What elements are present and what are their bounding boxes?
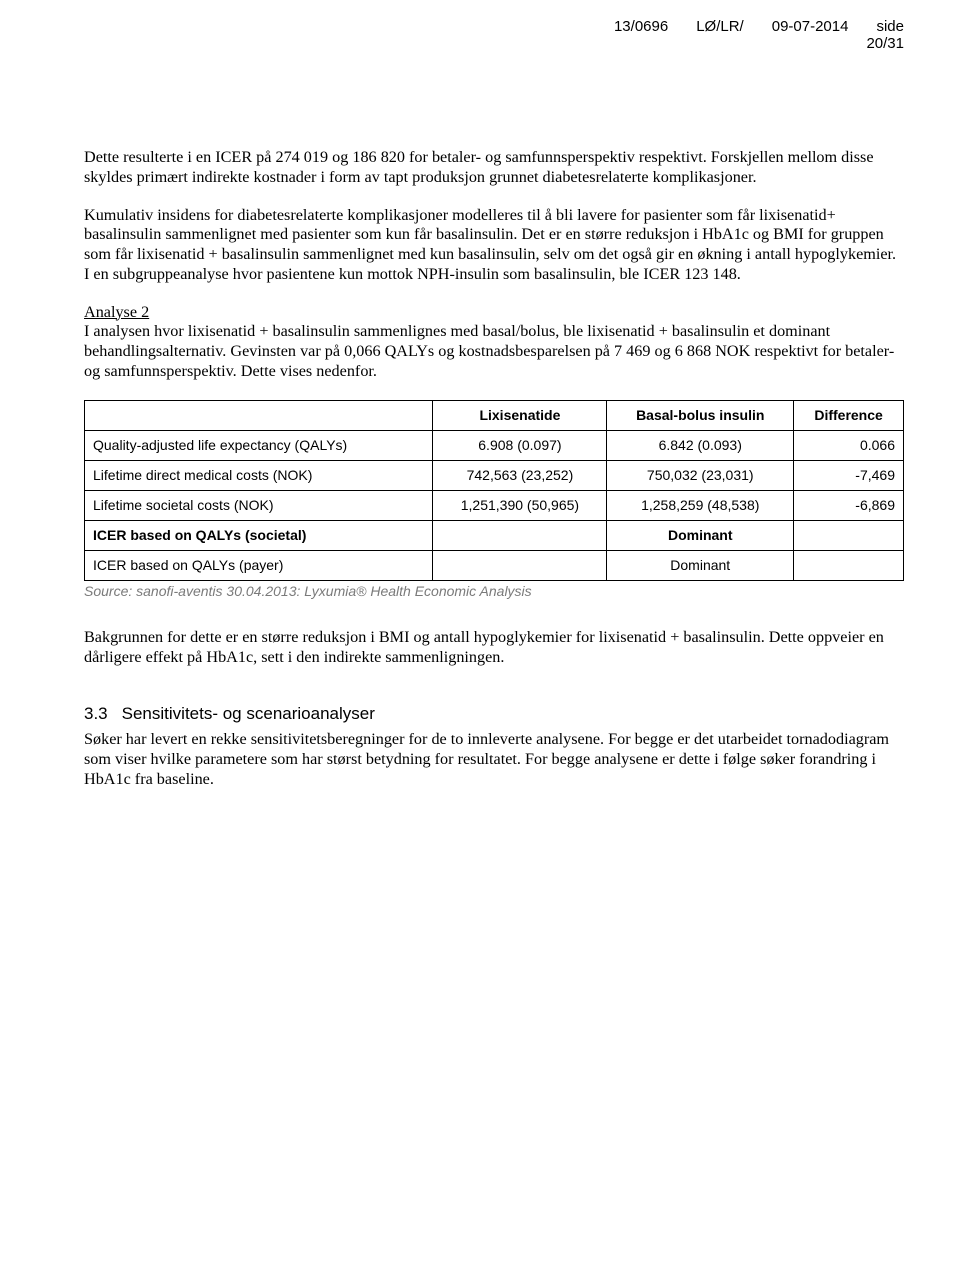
cell-b: Dominant xyxy=(607,520,794,550)
row-label: Quality-adjusted life expectancy (QALYs) xyxy=(85,430,433,460)
cell-diff xyxy=(794,551,904,581)
cell-a: 1,251,390 (50,965) xyxy=(433,490,607,520)
col-difference: Difference xyxy=(794,400,904,430)
header-side-label: side xyxy=(876,18,904,35)
section-heading: 3.3 Sensitivitets- og scenarioanalyser xyxy=(84,704,904,725)
paragraph-3: I analysen hvor lixisenatid + basalinsul… xyxy=(84,322,894,380)
col-basal-bolus: Basal-bolus insulin xyxy=(607,400,794,430)
col-empty xyxy=(85,400,433,430)
results-table-wrap: Lixisenatide Basal-bolus insulin Differe… xyxy=(84,400,904,601)
cell-diff xyxy=(794,520,904,550)
cell-diff: -7,469 xyxy=(794,460,904,490)
cell-b: Dominant xyxy=(607,551,794,581)
row-label: ICER based on QALYs (societal) xyxy=(85,520,433,550)
header-page-number: 20/31 xyxy=(84,35,904,52)
page-header: 13/0696 LØ/LR/ 09-07-2014 side xyxy=(84,18,904,35)
table-row: Lifetime societal costs (NOK) 1,251,390 … xyxy=(85,490,904,520)
cell-a: 742,563 (23,252) xyxy=(433,460,607,490)
col-lixisenatide: Lixisenatide xyxy=(433,400,607,430)
paragraph-4: Bakgrunnen for dette er en større reduks… xyxy=(84,628,904,668)
paragraph-2: Kumulativ insidens for diabetesrelaterte… xyxy=(84,206,904,285)
results-table: Lixisenatide Basal-bolus insulin Differe… xyxy=(84,400,904,581)
row-label: ICER based on QALYs (payer) xyxy=(85,551,433,581)
cell-b: 1,258,259 (48,538) xyxy=(607,490,794,520)
table-row: ICER based on QALYs (societal) Dominant xyxy=(85,520,904,550)
cell-diff: 0.066 xyxy=(794,430,904,460)
header-date: 09-07-2014 xyxy=(772,18,849,35)
table-source: Source: sanofi-aventis 30.04.2013: Lyxum… xyxy=(84,583,904,600)
paragraph-5: Søker har levert en rekke sensitivitetsb… xyxy=(84,730,904,789)
row-label-bold: ICER based on QALYs (societal) xyxy=(93,527,306,543)
analyse-heading: Analyse 2 xyxy=(84,303,149,321)
document-page: 13/0696 LØ/LR/ 09-07-2014 side 20/31 Det… xyxy=(0,0,960,848)
section-number: 3.3 xyxy=(84,704,108,723)
row-label: Lifetime direct medical costs (NOK) xyxy=(85,460,433,490)
cell-b: 750,032 (23,031) xyxy=(607,460,794,490)
table-row: Lifetime direct medical costs (NOK) 742,… xyxy=(85,460,904,490)
cell-a xyxy=(433,520,607,550)
table-header-row: Lixisenatide Basal-bolus insulin Differe… xyxy=(85,400,904,430)
paragraph-1: Dette resulterte i en ICER på 274 019 og… xyxy=(84,148,904,188)
paragraph-analyse: Analyse 2 I analysen hvor lixisenatid + … xyxy=(84,303,904,382)
row-label: Lifetime societal costs (NOK) xyxy=(85,490,433,520)
cell-diff: -6,869 xyxy=(794,490,904,520)
cell-b: 6.842 (0.093) xyxy=(607,430,794,460)
cell-a: 6.908 (0.097) xyxy=(433,430,607,460)
header-case-no: 13/0696 xyxy=(614,18,668,35)
cell-b-bold: Dominant xyxy=(668,527,733,543)
table-row: Quality-adjusted life expectancy (QALYs)… xyxy=(85,430,904,460)
section-title: Sensitivitets- og scenarioanalyser xyxy=(122,704,375,723)
body-content: Dette resulterte i en ICER på 274 019 og… xyxy=(84,148,904,790)
header-code: LØ/LR/ xyxy=(696,18,744,35)
cell-a xyxy=(433,551,607,581)
table-row: ICER based on QALYs (payer) Dominant xyxy=(85,551,904,581)
